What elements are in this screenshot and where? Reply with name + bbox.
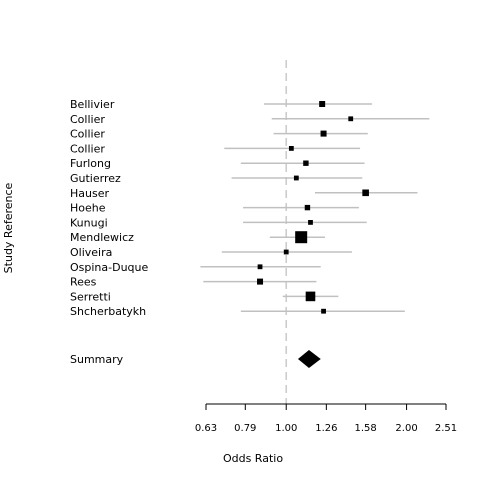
- study-marker: [348, 116, 354, 122]
- study-marker: [320, 130, 327, 137]
- x-axis: 0.63 0.79 1.00 1.26 1.58 2.00 2.51: [195, 403, 457, 434]
- study-markers: [257, 101, 369, 368]
- x-tick-label: 2.00: [395, 423, 417, 434]
- x-tick-label: 0.79: [234, 423, 256, 434]
- study-marker: [283, 249, 289, 255]
- study-marker: [305, 291, 316, 302]
- x-tick-label: 1.58: [355, 423, 377, 434]
- study-marker: [303, 160, 309, 166]
- study-label: Ospina-Duque: [70, 261, 149, 274]
- y-axis-title: Study Reference: [2, 182, 15, 273]
- study-marker: [257, 278, 264, 285]
- study-labels: BellivierCollierCollierCollierFurlongGut…: [70, 98, 149, 366]
- study-marker: [308, 220, 313, 225]
- study-label: Bellivier: [70, 98, 115, 111]
- study-label: Kunugi: [70, 216, 108, 229]
- confidence-intervals: [200, 103, 430, 312]
- x-tick-label: 0.63: [195, 423, 217, 434]
- x-tick-label: 1.26: [315, 423, 337, 434]
- summary-diamond: [297, 350, 321, 368]
- study-label: Oliveira: [70, 246, 112, 259]
- x-axis-title: Odds Ratio: [223, 452, 283, 465]
- study-label: Collier: [70, 113, 105, 126]
- study-marker: [362, 189, 369, 197]
- study-label: Shcherbatykh: [70, 305, 146, 318]
- study-label: Mendlewicz: [70, 231, 134, 244]
- study-marker: [295, 231, 308, 244]
- study-marker: [319, 101, 326, 107]
- summary-label: Summary: [70, 353, 124, 366]
- x-tick-label: 1.00: [275, 423, 297, 434]
- study-marker: [321, 308, 326, 314]
- study-marker: [304, 204, 311, 211]
- study-label: Gutierrez: [70, 172, 121, 185]
- study-marker: [293, 175, 299, 181]
- study-marker: [257, 264, 263, 270]
- study-marker: [288, 146, 294, 151]
- study-label: Serretti: [70, 290, 111, 303]
- study-label: Hoehe: [70, 202, 106, 215]
- study-label: Collier: [70, 142, 105, 155]
- x-tick-label: 2.51: [435, 423, 457, 434]
- study-label: Furlong: [70, 157, 111, 170]
- study-label: Hauser: [70, 187, 109, 200]
- study-label: Rees: [70, 276, 97, 289]
- study-label: Collier: [70, 128, 105, 141]
